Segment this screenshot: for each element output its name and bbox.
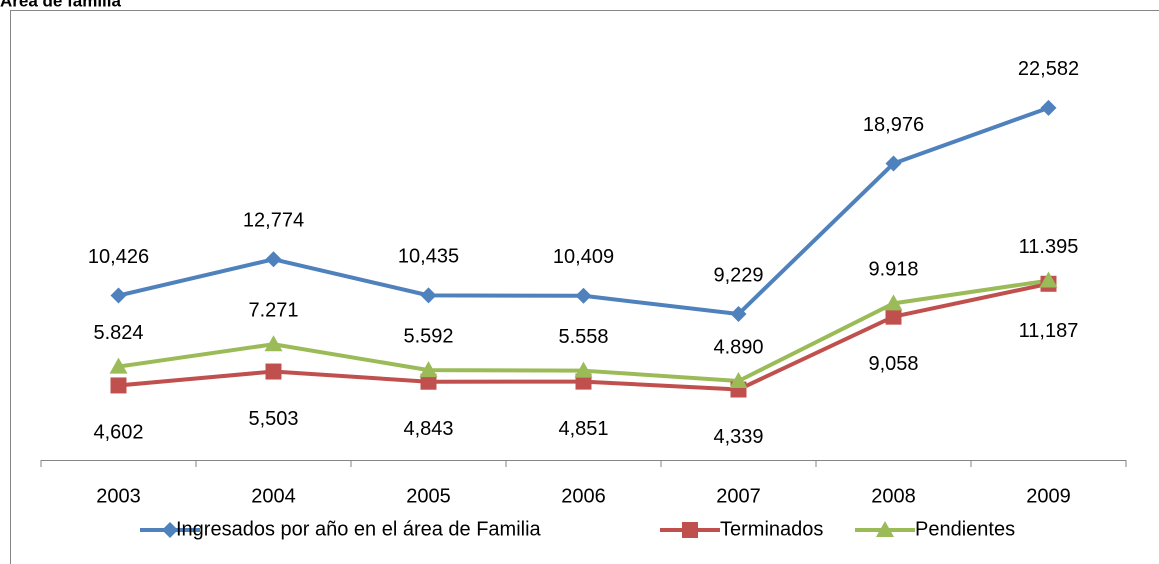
chart-frame xyxy=(10,10,1159,564)
data-label: 5.558 xyxy=(558,326,608,348)
marker xyxy=(729,371,748,388)
data-label: 4,602 xyxy=(93,422,143,444)
marker xyxy=(110,287,127,304)
data-label: 11,187 xyxy=(1019,320,1079,342)
data-label: 18,976 xyxy=(863,114,924,136)
x-tick-label: 2004 xyxy=(251,485,296,507)
legend-marker xyxy=(876,521,894,537)
data-label: 10,426 xyxy=(88,246,149,268)
x-tick-label: 2006 xyxy=(561,485,606,507)
data-label: 22,582 xyxy=(1018,58,1079,80)
legend-marker xyxy=(162,522,178,538)
data-label: 9,058 xyxy=(868,353,918,375)
data-label: 11.395 xyxy=(1019,236,1079,258)
data-label: 4,843 xyxy=(403,418,453,440)
data-label: 5,503 xyxy=(248,408,298,430)
marker xyxy=(885,308,902,325)
x-tick-label: 2008 xyxy=(871,485,916,507)
marker xyxy=(110,377,127,394)
marker xyxy=(730,306,747,323)
marker xyxy=(575,287,592,304)
x-tick-label: 2003 xyxy=(96,485,141,507)
marker xyxy=(885,155,902,172)
data-label: 12,774 xyxy=(243,210,304,232)
data-label: 10,435 xyxy=(398,246,459,268)
legend-label: Ingresados por año en el área de Familia xyxy=(176,518,542,540)
marker xyxy=(420,373,437,390)
x-tick-label: 2007 xyxy=(716,485,761,507)
data-label: 5.592 xyxy=(403,325,453,347)
data-label: 4,339 xyxy=(713,426,763,448)
legend-marker xyxy=(682,522,698,538)
data-label: 9,229 xyxy=(713,264,763,286)
x-tick-label: 2009 xyxy=(1026,485,1071,507)
data-label: 4,851 xyxy=(558,418,608,440)
legend-label: Terminados xyxy=(720,518,823,540)
marker xyxy=(265,251,282,268)
legend-label: Pendientes xyxy=(915,518,1015,540)
data-label: 5.824 xyxy=(93,322,143,344)
marker xyxy=(420,287,437,304)
marker xyxy=(574,361,593,378)
data-label: 10,409 xyxy=(553,246,614,268)
marker xyxy=(264,335,283,352)
x-tick-label: 2005 xyxy=(406,485,451,507)
data-label: 7.271 xyxy=(248,300,298,322)
marker xyxy=(109,357,128,374)
marker xyxy=(419,361,438,378)
marker xyxy=(1039,271,1058,288)
marker xyxy=(1040,99,1057,116)
marker xyxy=(265,363,282,380)
data-label: 4.890 xyxy=(713,336,763,358)
chart-title: Área de familia xyxy=(0,0,121,10)
data-label: 9.918 xyxy=(868,259,918,281)
marker xyxy=(884,294,903,311)
